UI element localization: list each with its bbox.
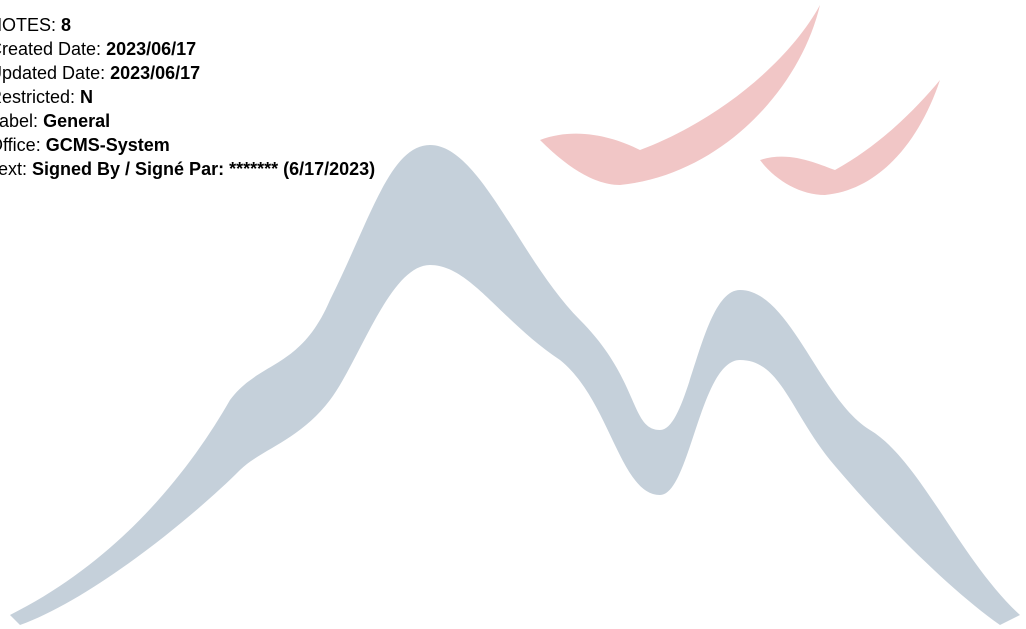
field-value: Signed By / Signé Par: ******* (6/17/202…	[32, 159, 375, 179]
field-row: Updated Date: 2023/06/17	[0, 61, 375, 85]
field-row: Office: GCMS-System	[0, 133, 375, 157]
field-value: GCMS-System	[46, 135, 170, 155]
field-value: 2023/06/17	[106, 39, 196, 59]
page: NOTES: 8Created Date: 2023/06/17Updated …	[0, 0, 1026, 629]
field-label: NOTES:	[0, 15, 56, 35]
field-row: Created Date: 2023/06/17	[0, 37, 375, 61]
mountain-shape	[10, 145, 1020, 625]
field-label: Updated Date:	[0, 63, 105, 83]
field-label: Text:	[0, 159, 27, 179]
field-row: Label: General	[0, 109, 375, 133]
bird-small	[760, 80, 940, 195]
field-value: 2023/06/17	[110, 63, 200, 83]
field-row: NOTES: 8	[0, 13, 375, 37]
field-row: Text: Signed By / Signé Par: ******* (6/…	[0, 157, 375, 181]
field-value: N	[80, 87, 93, 107]
field-value: General	[43, 111, 110, 131]
field-value: 8	[61, 15, 71, 35]
field-label: Restricted:	[0, 87, 75, 107]
field-label: Created Date:	[0, 39, 101, 59]
field-row: Restricted: N	[0, 85, 375, 109]
field-label: Office:	[0, 135, 41, 155]
field-label: Label:	[0, 111, 38, 131]
